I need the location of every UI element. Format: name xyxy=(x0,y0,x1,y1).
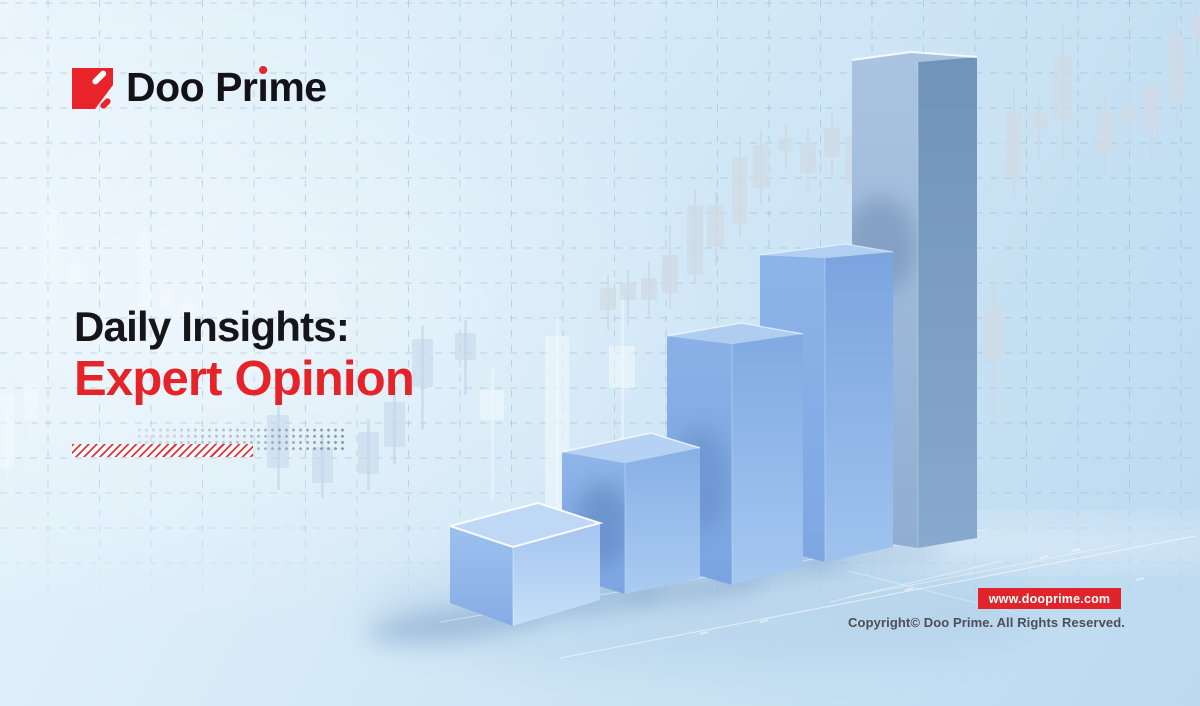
candle-body xyxy=(138,232,151,310)
candle-body xyxy=(44,210,57,280)
candle-body xyxy=(620,283,636,300)
brand-logo: Doo Prıme xyxy=(72,66,327,111)
candle-body xyxy=(1031,113,1047,130)
candle-wick xyxy=(490,368,494,500)
website-url: www.dooprime.com xyxy=(988,591,1111,606)
wordmark-post: me xyxy=(268,64,327,110)
candle-body xyxy=(412,339,433,387)
candle-body xyxy=(985,308,1003,362)
bar-1 xyxy=(449,501,604,626)
candle-body xyxy=(160,290,173,308)
candle-body xyxy=(1169,35,1184,102)
candle-body xyxy=(1122,105,1137,122)
doo-prime-logo-icon xyxy=(72,68,113,109)
candle-body xyxy=(480,390,504,420)
copyright-text: Copyright© Doo Prime. All Rights Reserve… xyxy=(848,615,1125,630)
candle-body xyxy=(384,402,405,447)
wordmark-dotted-i: ı xyxy=(257,64,269,110)
candle-body xyxy=(753,145,769,188)
candle-body xyxy=(24,385,37,420)
candle-body xyxy=(312,447,333,483)
deco-hatch xyxy=(72,444,253,457)
headline-line2: Expert Opinion xyxy=(74,352,415,407)
candle-body xyxy=(358,432,379,474)
candle-body xyxy=(609,346,635,388)
candle-body xyxy=(732,157,747,223)
candle-wick xyxy=(620,290,624,556)
candle-body xyxy=(1097,110,1112,153)
candle-body xyxy=(455,333,476,360)
candle-body xyxy=(68,263,81,283)
candle-body xyxy=(662,255,678,293)
candle-body xyxy=(1144,88,1159,133)
candle-body xyxy=(1054,57,1072,122)
headline-line1: Daily Insights: xyxy=(74,303,350,350)
candle-body xyxy=(641,278,657,300)
candle-body xyxy=(707,205,724,247)
website-banner[interactable]: www.dooprime.com xyxy=(978,588,1121,609)
headline: Daily Insights: Expert Opinion xyxy=(74,303,415,407)
candle-body xyxy=(824,128,840,157)
logo-wordmark: Doo Prıme xyxy=(126,66,327,108)
wordmark-pre: Doo Pr xyxy=(126,64,258,110)
candle-body xyxy=(778,138,793,151)
candle-body xyxy=(182,303,195,338)
candle-body xyxy=(1192,15,1200,38)
candle-wick xyxy=(1038,100,1040,160)
candle-body xyxy=(1006,112,1022,177)
candle-body xyxy=(600,288,616,310)
candle-body xyxy=(0,394,14,468)
candle-body xyxy=(687,205,703,275)
candle-body xyxy=(800,143,816,173)
